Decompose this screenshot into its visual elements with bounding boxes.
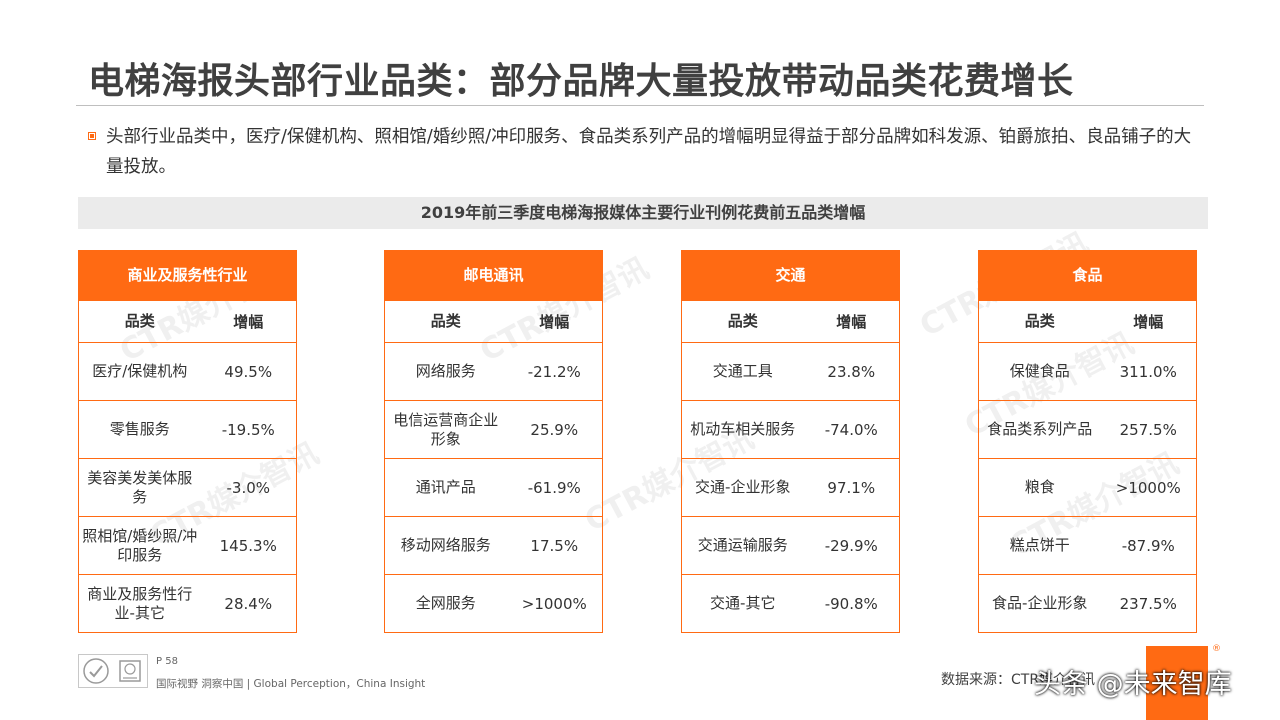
category-cell: 保健食品 xyxy=(1009,362,1070,380)
growth-cell: >1000% xyxy=(521,594,587,613)
category-cell: 全网服务 xyxy=(415,594,476,612)
table-row: 交通工具 23.8% xyxy=(682,342,899,400)
column-header-category: 品类 xyxy=(1024,312,1055,330)
column-header-growth: 增幅 xyxy=(836,313,867,331)
panel-food: 食品 品类 增幅 保健食品 311.0% 食品类系列产品 257.5% 粮食 >… xyxy=(978,250,1197,633)
table-row: 粮食 >1000% xyxy=(979,458,1196,516)
table-row: 交通运输服务 -29.9% xyxy=(682,516,899,574)
growth-cell: 23.8% xyxy=(827,362,876,381)
table-row: 移动网络服务 17.5% xyxy=(385,516,602,574)
growth-cell: 25.9% xyxy=(530,420,579,439)
panel-header: 食品 xyxy=(979,251,1196,300)
category-cell: 照相馆/婚纱照/冲印服务 xyxy=(82,526,198,564)
category-cell: 通讯产品 xyxy=(415,478,476,496)
growth-cell: -3.0% xyxy=(226,478,271,497)
category-cell: 移动网络服务 xyxy=(400,536,491,554)
panel-commercial-services: 商业及服务性行业 品类 增幅 医疗/保健机构 49.5% 零售服务 -19.5%… xyxy=(78,250,297,633)
table-row: 网络服务 -21.2% xyxy=(385,342,602,400)
column-header-row: 品类 增幅 xyxy=(385,300,602,342)
panel-header: 交通 xyxy=(682,251,899,300)
table-row: 交通-其它 -90.8% xyxy=(682,574,899,632)
category-cell: 网络服务 xyxy=(415,362,476,380)
category-cell: 交通运输服务 xyxy=(697,536,788,554)
table-row: 电信运营商企业形象 25.9% xyxy=(385,400,602,458)
column-header-row: 品类 增幅 xyxy=(79,300,296,342)
panel-post-telecom: 邮电通讯 品类 增幅 网络服务 -21.2% 电信运营商企业形象 25.9% 通… xyxy=(384,250,603,633)
certification-seal-icon xyxy=(79,655,113,687)
title-divider xyxy=(76,105,1204,106)
category-cell: 商业及服务性行业-其它 xyxy=(87,584,193,622)
category-cell: 交通-其它 xyxy=(710,594,776,612)
table-row: 医疗/保健机构 49.5% xyxy=(79,342,296,400)
column-header-category: 品类 xyxy=(124,312,155,330)
panel-header: 商业及服务性行业 xyxy=(79,251,296,300)
category-cell: 交通工具 xyxy=(712,362,773,380)
table-title: 2019年前三季度电梯海报媒体主要行业刊例花费前五品类增幅 xyxy=(78,197,1208,229)
growth-cell: -29.9% xyxy=(824,536,878,555)
table-row: 机动车相关服务 -74.0% xyxy=(682,400,899,458)
growth-cell: -74.0% xyxy=(824,420,878,439)
column-header-growth: 增幅 xyxy=(1133,313,1164,331)
category-cell: 食品-企业形象 xyxy=(992,594,1088,612)
brand-logo-block xyxy=(1146,646,1208,720)
table-row: 食品类系列产品 257.5% xyxy=(979,400,1196,458)
growth-cell: -19.5% xyxy=(221,420,275,439)
category-cell: 电信运营商企业形象 xyxy=(393,410,499,448)
bullet-text: 头部行业品类中，医疗/保健机构、照相馆/婚纱照/冲印服务、食品类系列产品的增幅明… xyxy=(106,127,1192,177)
growth-cell: 17.5% xyxy=(530,536,579,555)
certification-logo xyxy=(78,654,148,688)
growth-cell: >1000% xyxy=(1115,478,1181,497)
table-row: 美容美发美体服务 -3.0% xyxy=(79,458,296,516)
column-header-growth: 增幅 xyxy=(233,313,264,331)
category-cell: 零售服务 xyxy=(109,420,170,438)
table-row: 商业及服务性行业-其它 28.4% xyxy=(79,574,296,632)
category-cell: 交通-企业形象 xyxy=(695,478,791,496)
data-source: 数据来源：CTR媒介智讯 xyxy=(941,672,1096,688)
table-row: 保健食品 311.0% xyxy=(979,342,1196,400)
growth-cell: 145.3% xyxy=(219,536,277,555)
footer-slogan: 国际视野 洞察中国 | Global Perception，China Insi… xyxy=(156,678,426,690)
table-row: 照相馆/婚纱照/冲印服务 145.3% xyxy=(79,516,296,574)
category-cell: 医疗/保健机构 xyxy=(92,362,188,380)
panel-transport: 交通 品类 增幅 交通工具 23.8% 机动车相关服务 -74.0% 交通-企业… xyxy=(681,250,900,633)
column-header-category: 品类 xyxy=(430,312,461,330)
growth-cell: -90.8% xyxy=(824,594,878,613)
bullet-square-icon xyxy=(88,132,96,140)
page-title: 电梯海报头部行业品类：部分品牌大量投放带动品类花费增长 xyxy=(88,61,1074,102)
growth-cell: 49.5% xyxy=(224,362,273,381)
overlay-watermark-text: 头条 @未来智库 xyxy=(1034,669,1232,700)
table-row: 食品-企业形象 237.5% xyxy=(979,574,1196,632)
certification-mark-icon xyxy=(113,655,147,687)
table-row: 零售服务 -19.5% xyxy=(79,400,296,458)
growth-cell: 97.1% xyxy=(827,478,876,497)
column-header-row: 品类 增幅 xyxy=(682,300,899,342)
category-cell: 食品类系列产品 xyxy=(987,420,1093,438)
growth-cell: 28.4% xyxy=(224,594,273,613)
column-header-category: 品类 xyxy=(727,312,758,330)
table-row: 通讯产品 -61.9% xyxy=(385,458,602,516)
category-cell: 机动车相关服务 xyxy=(690,420,796,438)
category-cell: 粮食 xyxy=(1024,478,1055,496)
column-header-row: 品类 增幅 xyxy=(979,300,1196,342)
table-row: 全网服务 >1000% xyxy=(385,574,602,632)
table-row: 交通-企业形象 97.1% xyxy=(682,458,899,516)
page-number: P 58 xyxy=(156,656,178,667)
category-cell: 糕点饼干 xyxy=(1009,536,1070,554)
growth-cell: -61.9% xyxy=(527,478,581,497)
growth-cell: -87.9% xyxy=(1121,536,1175,555)
column-header-growth: 增幅 xyxy=(539,313,570,331)
growth-cell: 237.5% xyxy=(1119,594,1177,613)
growth-cell: 257.5% xyxy=(1119,420,1177,439)
registered-mark: ® xyxy=(1212,644,1221,654)
table-row: 糕点饼干 -87.9% xyxy=(979,516,1196,574)
panel-header: 邮电通讯 xyxy=(385,251,602,300)
growth-cell: -21.2% xyxy=(527,362,581,381)
growth-cell: 311.0% xyxy=(1119,362,1177,381)
category-cell: 美容美发美体服务 xyxy=(87,468,193,506)
